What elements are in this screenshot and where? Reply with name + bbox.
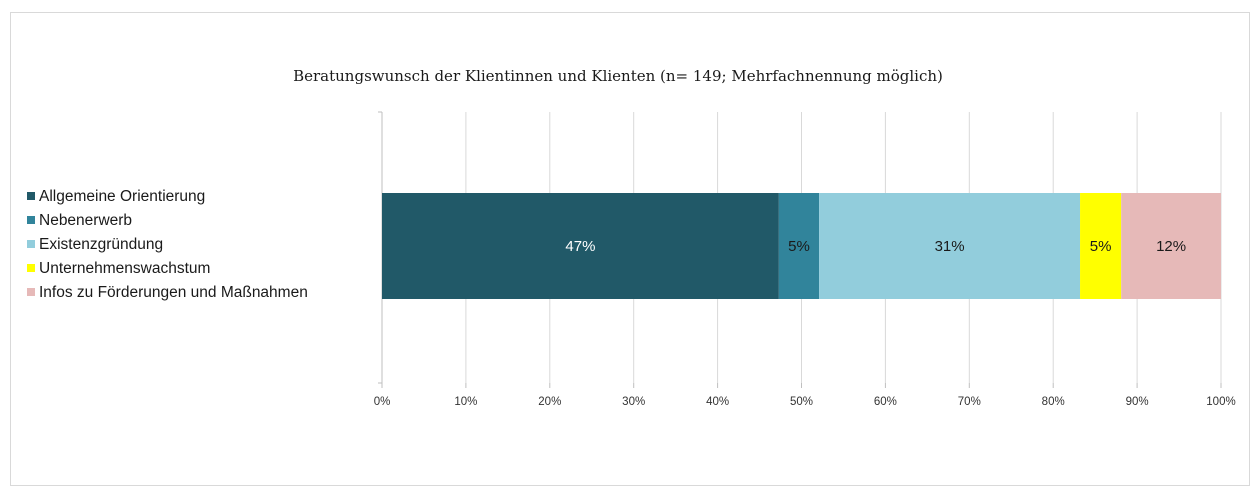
chart-title: Beratungswunsch der Klientinnen und Klie… xyxy=(293,67,943,85)
legend-entry: Allgemeine Orientierung xyxy=(39,188,205,205)
x-tick-label: 60% xyxy=(874,396,897,408)
x-tick-label: 10% xyxy=(454,396,477,408)
x-tick-label: 100% xyxy=(1206,396,1235,408)
data-label: 12% xyxy=(1156,238,1186,255)
x-tick-label: 50% xyxy=(790,396,813,408)
bar-segment xyxy=(1121,193,1221,299)
legend-swatch xyxy=(27,240,35,248)
bar-segment xyxy=(778,193,820,299)
x-tick-label: 30% xyxy=(622,396,645,408)
data-labels: 47% 5% 31% 5% 12% xyxy=(565,238,1186,255)
x-tick-label: 90% xyxy=(1126,396,1149,408)
legend-entry: Existenzgründung xyxy=(39,236,163,253)
x-tick-label: 0% xyxy=(374,396,391,408)
bar-segment xyxy=(382,193,779,299)
data-label: 5% xyxy=(1090,238,1112,255)
legend-swatch xyxy=(27,192,35,200)
data-label: 5% xyxy=(788,238,810,255)
legend-entry: Infos zu Förderungen und Maßnahmen xyxy=(39,284,308,301)
legend-entry: Nebenerwerb xyxy=(39,212,132,229)
x-tick-label: 20% xyxy=(538,396,561,408)
legend-swatch xyxy=(27,264,35,272)
x-tick-label: 40% xyxy=(706,396,729,408)
data-label: 31% xyxy=(935,238,965,255)
legend-swatch xyxy=(27,288,35,296)
x-tick-label: 80% xyxy=(1042,396,1065,408)
legend-entry: Unternehmenswachstum xyxy=(39,260,210,277)
x-tick-label: 70% xyxy=(958,396,981,408)
bar-segments xyxy=(382,193,1221,299)
x-axis: 0% 10% 20% 30% 40% 50% 60% 70% 80% 90% 100% xyxy=(374,111,1236,408)
bar-segment xyxy=(1080,193,1122,299)
bar-segment xyxy=(819,193,1081,299)
legend: Allgemeine Orientierung Nebenerwerb Existe… xyxy=(27,188,308,301)
legend-swatch xyxy=(27,216,35,224)
data-label: 47% xyxy=(565,238,595,255)
